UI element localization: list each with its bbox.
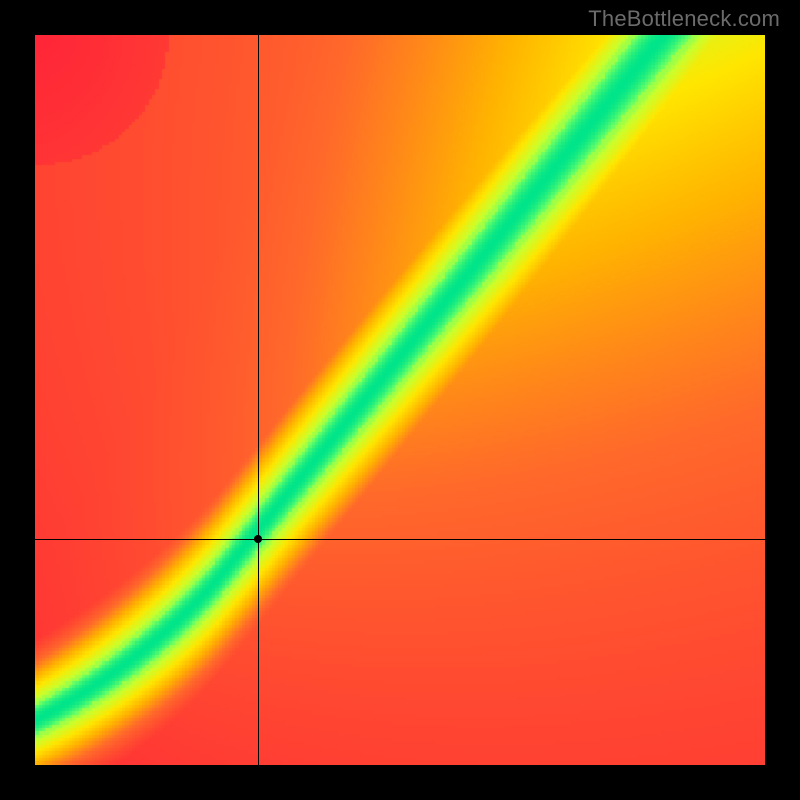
crosshair-marker bbox=[254, 535, 262, 543]
heatmap-canvas bbox=[35, 35, 765, 765]
watermark-text: TheBottleneck.com bbox=[588, 6, 780, 32]
chart-container: TheBottleneck.com bbox=[0, 0, 800, 800]
plot-area bbox=[35, 35, 765, 765]
crosshair-horizontal bbox=[35, 539, 765, 540]
crosshair-vertical bbox=[258, 35, 259, 765]
